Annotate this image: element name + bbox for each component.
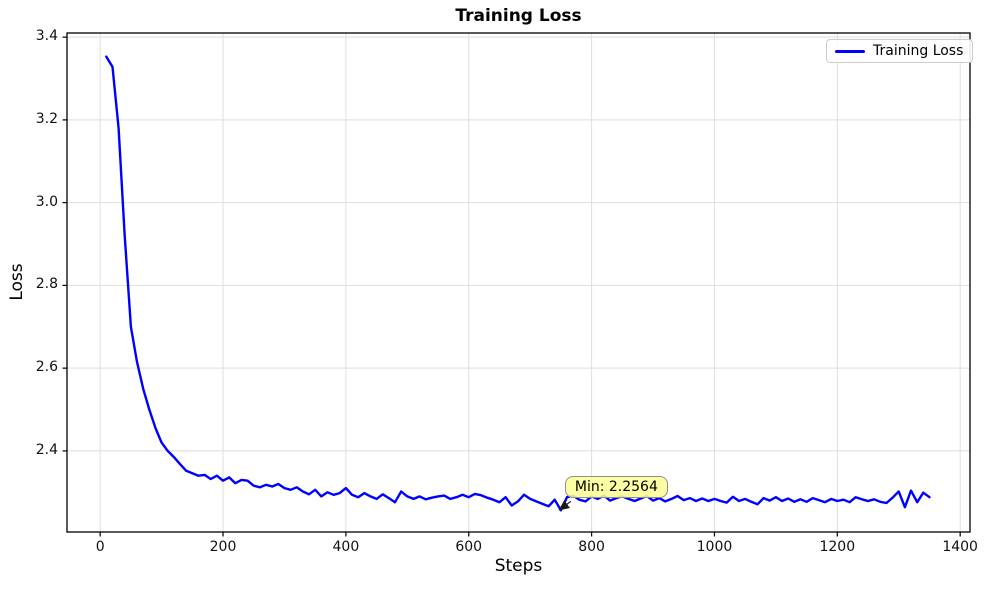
x-tick-label: 1200	[819, 539, 856, 555]
y-tick-label: 3.0	[35, 193, 58, 210]
x-tick-label: 1000	[696, 539, 733, 555]
axis-tick-marks	[62, 36, 961, 537]
y-tick-label: 3.2	[35, 110, 58, 127]
x-tick-label: 600	[455, 539, 483, 555]
min-loss-annotation: Min: 2.2564	[564, 476, 668, 499]
x-tick-label: 200	[209, 539, 237, 555]
x-tick-label: 0	[95, 539, 105, 555]
x-tick-label: 1400	[942, 539, 978, 555]
min-annotation-arrow-icon	[558, 500, 572, 511]
axes-spines	[66, 32, 971, 533]
y-tick-label: 2.4	[35, 441, 58, 458]
y-tick-label: 2.6	[35, 359, 58, 376]
chart-title: Training Loss	[455, 6, 582, 26]
x-tick-label: 400	[332, 539, 360, 555]
y-tick-label: 2.8	[35, 276, 58, 293]
legend[interactable]: Training Loss	[826, 39, 974, 63]
x-axis-label: Steps	[494, 556, 543, 576]
gridlines	[67, 33, 970, 532]
y-tick-label: 3.4	[35, 28, 58, 45]
training-loss-line	[105, 55, 931, 512]
x-tick-label: 800	[578, 539, 605, 555]
legend-line-sample-icon	[835, 49, 865, 53]
legend-label: Training Loss	[873, 43, 964, 59]
